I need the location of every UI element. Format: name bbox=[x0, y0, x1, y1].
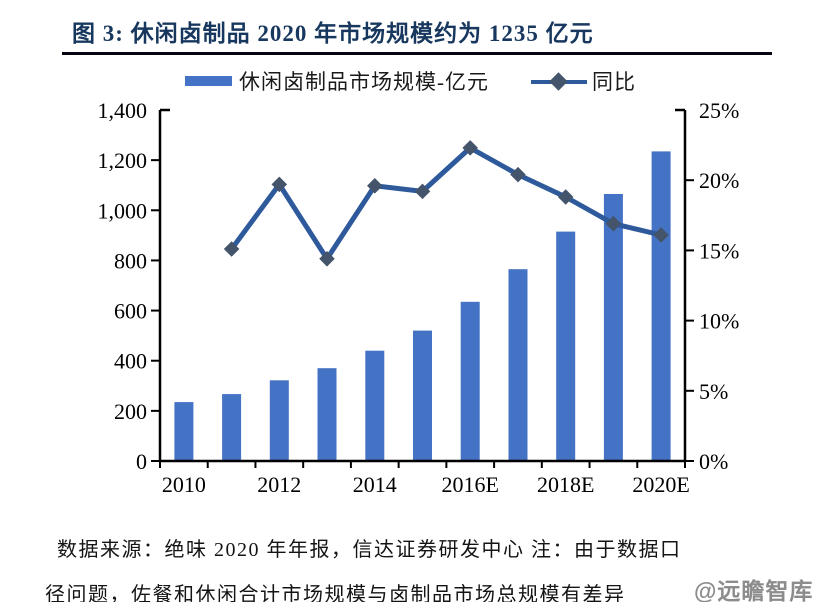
left-axis-tick-label: 400 bbox=[114, 349, 147, 374]
line-series-legend-label: 同比 bbox=[592, 70, 636, 94]
bar-2012 bbox=[269, 380, 289, 461]
bar-2010 bbox=[174, 402, 194, 461]
bar-2015 bbox=[413, 330, 432, 461]
yoy-marker-2014 bbox=[367, 178, 383, 194]
x-axis-label-2016E: 2016E bbox=[441, 472, 498, 497]
watermark-label: @远瞻智库 bbox=[694, 578, 814, 602]
x-axis-label-2018E: 2018E bbox=[537, 472, 594, 497]
source-note-line1: 数据来源：绝味 2020 年年报，信达证券研发中心 注：由于数据口 bbox=[57, 539, 682, 561]
right-axis-tick-label: 20% bbox=[699, 168, 739, 193]
title-underline-rule bbox=[62, 52, 772, 55]
x-axis-label-2012: 2012 bbox=[257, 472, 301, 497]
bar-2016E bbox=[460, 301, 480, 461]
left-axis-tick-label: 800 bbox=[114, 248, 147, 273]
left-axis-tick-label: 200 bbox=[114, 399, 147, 424]
bar-2014 bbox=[365, 350, 385, 461]
bar-2017E bbox=[508, 269, 528, 461]
left-axis-tick-label: 0 bbox=[136, 449, 147, 474]
x-axis-label-2020E: 2020E bbox=[632, 472, 689, 497]
source-note-line2: 径问题，佐餐和休闲合计市场规模与卤制品市场总规模有差异 bbox=[45, 584, 626, 602]
left-axis-tick-label: 1,000 bbox=[98, 198, 148, 223]
right-axis-tick-label: 0% bbox=[699, 449, 728, 474]
bar-2011 bbox=[222, 394, 242, 461]
yoy-marker-2015 bbox=[414, 183, 431, 200]
left-axis-tick-label: 600 bbox=[114, 299, 147, 324]
figure-title: 图 3: 休闲卤制品 2020 年市场规模约为 1235 亿元 bbox=[72, 21, 594, 46]
bar-2019E bbox=[603, 194, 623, 461]
left-axis-tick-label: 1,200 bbox=[98, 148, 148, 173]
left-axis-tick-label: 1,400 bbox=[98, 98, 148, 123]
x-axis-label-2014: 2014 bbox=[353, 472, 397, 497]
source-note: 数据来源：绝味 2020 年年报，信达证券研发中心 注：由于数据口 径问题，佐餐… bbox=[45, 528, 805, 602]
yoy-marker-2012 bbox=[271, 176, 288, 193]
yoy-marker-2011 bbox=[223, 241, 240, 257]
bar-2018E bbox=[556, 231, 576, 461]
right-axis-tick-label: 10% bbox=[699, 309, 739, 334]
yoy-marker-2020E bbox=[653, 227, 669, 243]
yoy-line bbox=[229, 145, 664, 262]
bar-2013 bbox=[317, 368, 337, 461]
right-axis-tick-label: 15% bbox=[699, 238, 739, 263]
bar-series-swatch bbox=[185, 76, 232, 86]
yoy-marker-2016E bbox=[462, 140, 478, 156]
bar-2020E bbox=[651, 151, 671, 461]
yoy-marker-2019E bbox=[605, 215, 622, 232]
x-axis-label-2010: 2010 bbox=[162, 472, 206, 497]
right-axis-tick-label: 25% bbox=[699, 98, 739, 123]
yoy-marker-2018E bbox=[557, 189, 574, 205]
bar-series-legend-label: 休闲卤制品市场规模-亿元 bbox=[239, 70, 489, 94]
right-axis-tick-label: 5% bbox=[699, 379, 728, 404]
yoy-marker-2017E bbox=[510, 166, 526, 183]
